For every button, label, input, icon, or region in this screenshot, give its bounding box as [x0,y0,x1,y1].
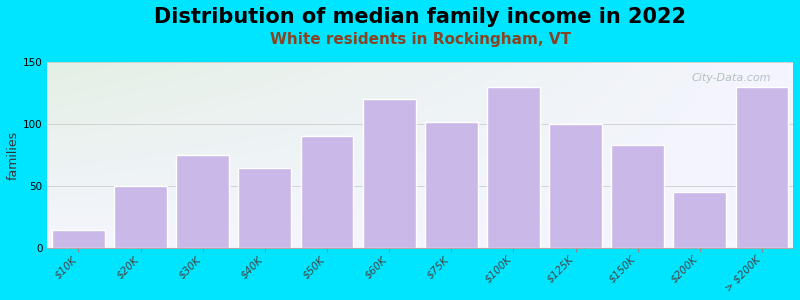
Text: White residents in Rockingham, VT: White residents in Rockingham, VT [270,32,570,47]
Bar [362,99,415,248]
Title: Distribution of median family income in 2022: Distribution of median family income in … [154,7,686,27]
Bar [301,136,354,248]
Bar [674,193,726,248]
Bar [735,87,788,248]
Bar [487,87,540,248]
Y-axis label: families: families [7,130,20,180]
Bar [238,168,291,248]
Bar [52,230,105,248]
Bar [549,124,602,248]
Bar [176,155,229,248]
Bar [425,122,478,248]
Text: City-Data.com: City-Data.com [691,73,770,83]
Bar [114,186,167,248]
Bar [611,145,664,248]
